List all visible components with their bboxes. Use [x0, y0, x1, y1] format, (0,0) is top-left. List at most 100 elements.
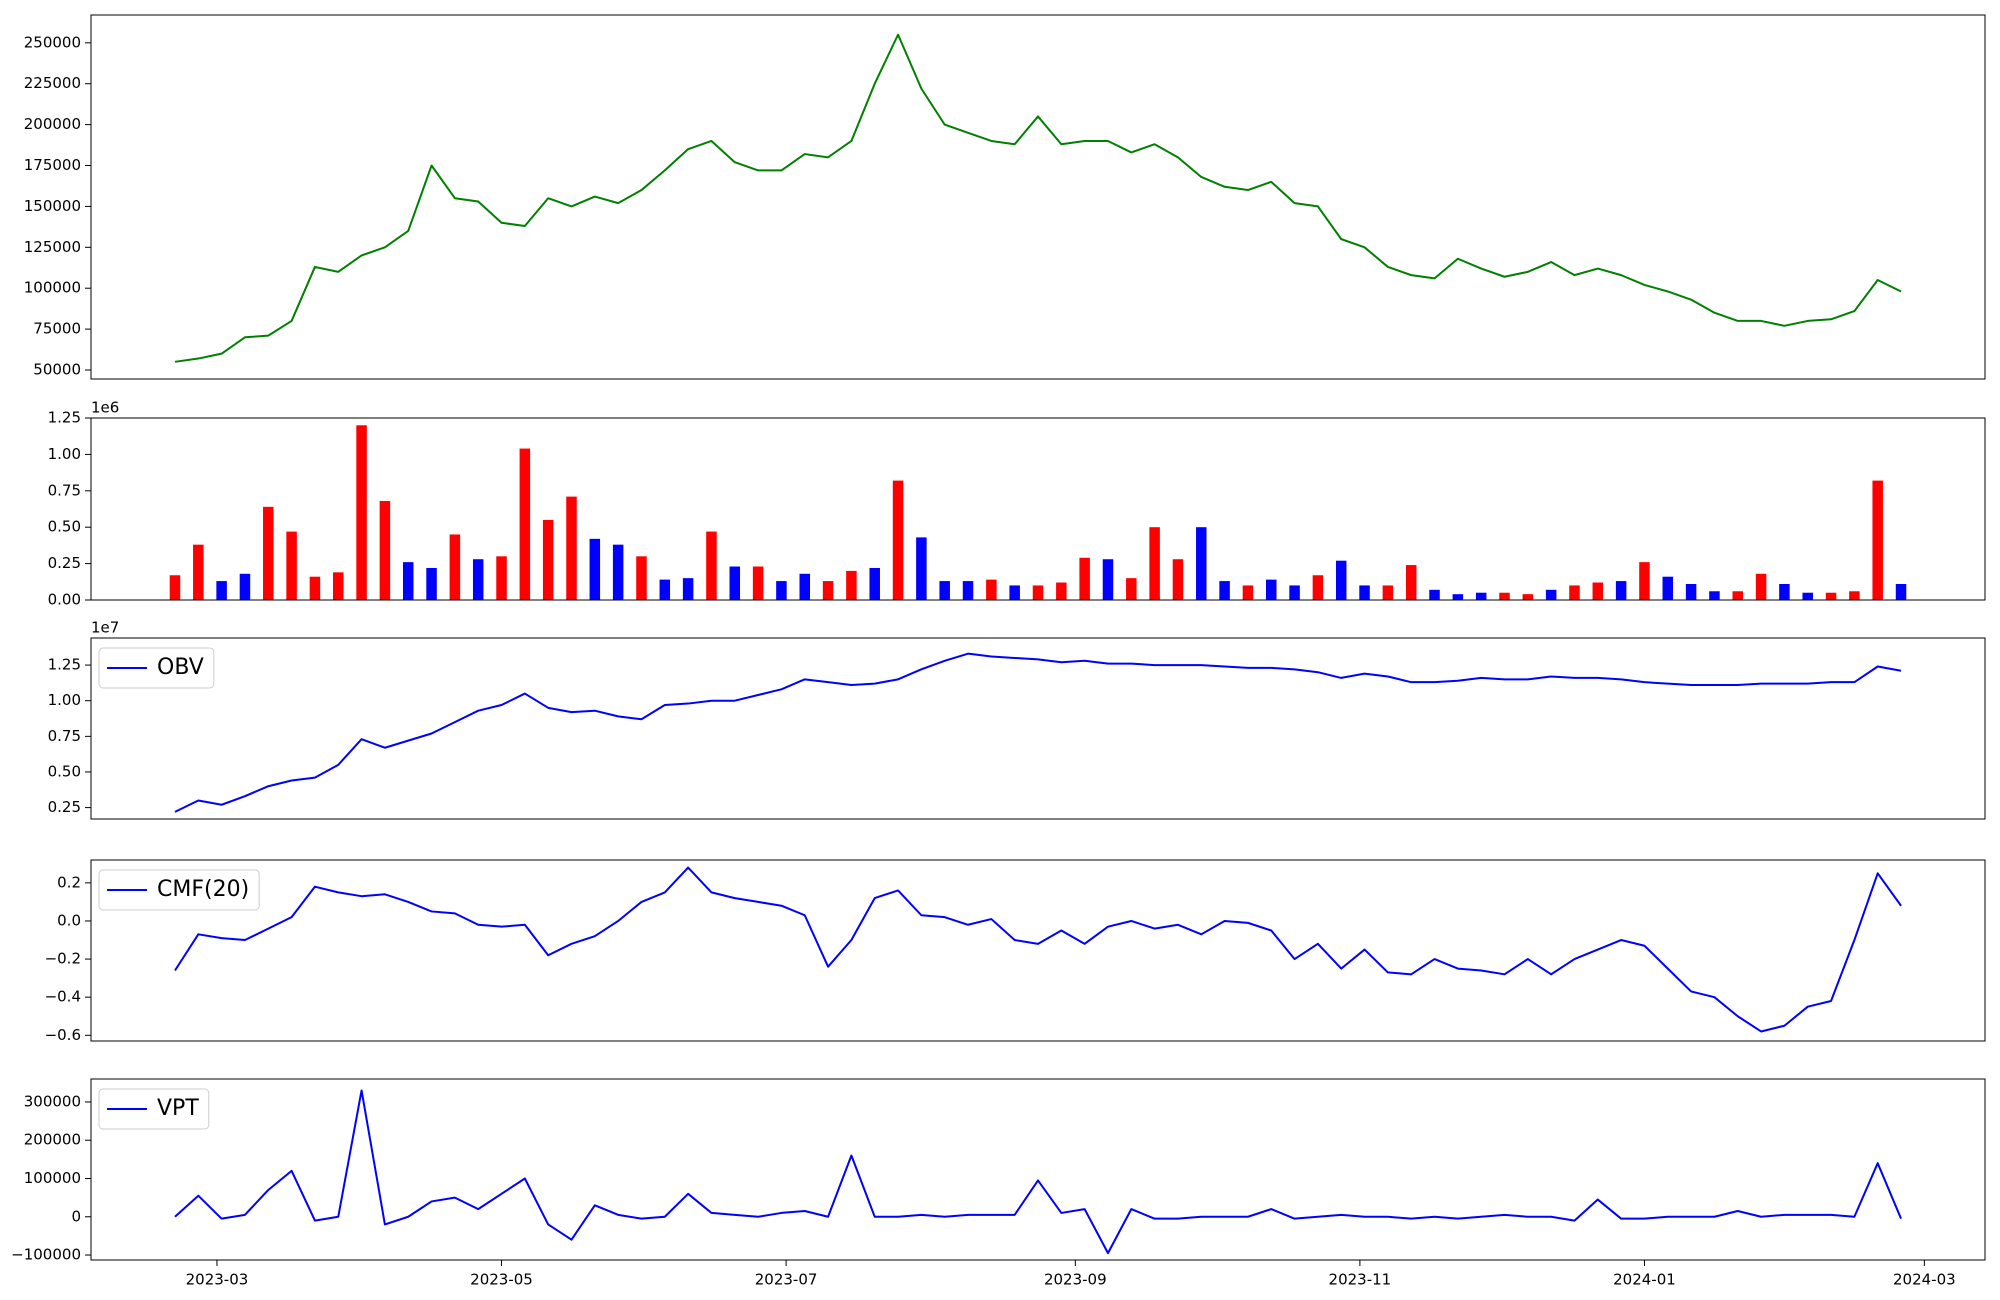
bar	[1849, 591, 1860, 600]
y-tick-label: 100000	[24, 279, 81, 297]
bar	[1149, 527, 1160, 600]
bar	[729, 566, 741, 600]
bar	[846, 570, 857, 600]
line-series	[174, 652, 1902, 813]
bar	[1732, 591, 1744, 600]
y-tick-label: 0.0	[57, 911, 81, 929]
bar	[822, 581, 834, 600]
bar	[1079, 557, 1090, 600]
bar	[216, 581, 227, 600]
y-tick-label: 1.25	[48, 656, 81, 674]
x-tick-label: 2023-09	[1044, 1271, 1107, 1289]
x-tick-label: 2024-03	[1893, 1271, 1956, 1289]
y-tick-label: 0.2	[57, 873, 81, 891]
bar	[1382, 585, 1394, 600]
bar	[1289, 585, 1300, 600]
bar	[193, 544, 204, 600]
y-tick-label: 150000	[24, 197, 81, 215]
bar	[1872, 480, 1883, 600]
bar	[1312, 575, 1324, 600]
bar	[1335, 560, 1347, 600]
bar	[1545, 589, 1557, 600]
y-tick-label: 0.25	[48, 798, 81, 816]
bar	[519, 448, 531, 600]
bar	[1755, 573, 1767, 600]
y-tick-label: 75000	[33, 320, 81, 338]
y-tick-label: 200000	[24, 1131, 81, 1149]
legend-box	[98, 647, 215, 689]
bar	[1172, 559, 1184, 600]
y-tick-label: 0.25	[48, 554, 81, 572]
y-tick-label: −100000	[11, 1246, 81, 1264]
y-tick-label: 1.00	[48, 445, 81, 463]
bar	[356, 425, 367, 600]
y-tick-label: 1.25	[48, 409, 81, 427]
bar	[799, 573, 810, 600]
bar	[612, 544, 624, 600]
bar	[566, 496, 577, 600]
bar	[1685, 583, 1697, 600]
y-tick-label: 0.50	[48, 518, 81, 536]
y-tick-label: 0.75	[48, 481, 81, 499]
bar	[659, 579, 671, 600]
legend-box	[98, 869, 260, 911]
bar	[636, 556, 647, 600]
bar	[542, 519, 554, 600]
bar	[169, 575, 181, 600]
bar	[1522, 594, 1534, 600]
x-tick-label: 2023-03	[186, 1271, 249, 1289]
bar	[1126, 578, 1137, 600]
x-tick-label: 2023-05	[470, 1271, 533, 1289]
legend: OBV	[98, 647, 215, 689]
bar	[402, 562, 414, 600]
y-tick-label: 1.00	[48, 691, 81, 709]
bar	[1452, 594, 1464, 600]
axis-offset: 1e7	[91, 619, 119, 637]
bar	[752, 566, 764, 600]
axis-offset: 1e6	[91, 399, 119, 417]
legend: VPT	[98, 1088, 210, 1130]
bar	[1499, 592, 1510, 600]
plot-frame	[90, 14, 1986, 380]
plot-frame	[90, 859, 1986, 1042]
bar	[426, 567, 437, 600]
bar	[962, 581, 974, 600]
bar	[1242, 585, 1254, 600]
y-tick-label: −0.4	[45, 988, 81, 1006]
bar	[1779, 583, 1790, 600]
bar	[1802, 592, 1813, 600]
bar	[332, 572, 344, 600]
bar	[1266, 579, 1277, 600]
bar	[776, 581, 787, 600]
bar	[1592, 582, 1604, 600]
bar	[939, 581, 950, 600]
bar	[1639, 562, 1650, 600]
bar	[1359, 585, 1370, 600]
line-series	[174, 1089, 1902, 1255]
y-tick-label: 50000	[33, 361, 81, 379]
bar	[1056, 582, 1067, 600]
y-tick-label: 175000	[24, 156, 81, 174]
bar	[1709, 591, 1720, 600]
bar	[286, 531, 297, 600]
bar	[1196, 527, 1207, 600]
y-tick-label: −0.6	[45, 1026, 81, 1044]
bar	[1825, 592, 1837, 600]
bar	[239, 573, 251, 600]
bar	[496, 556, 507, 600]
bar	[263, 506, 274, 600]
bar	[1615, 581, 1627, 600]
bar	[1032, 585, 1044, 600]
y-tick-label: 250000	[24, 33, 81, 51]
y-tick-label: 0.50	[48, 762, 81, 780]
bar	[1009, 585, 1020, 600]
plot-frame	[90, 637, 1986, 820]
bar	[986, 579, 997, 600]
bar	[309, 576, 321, 600]
bar	[1662, 576, 1674, 600]
y-tick-label: 0	[71, 1207, 81, 1225]
x-tick-label: 2023-11	[1329, 1271, 1392, 1289]
bar	[449, 534, 461, 600]
legend-label: OBV	[157, 655, 204, 680]
